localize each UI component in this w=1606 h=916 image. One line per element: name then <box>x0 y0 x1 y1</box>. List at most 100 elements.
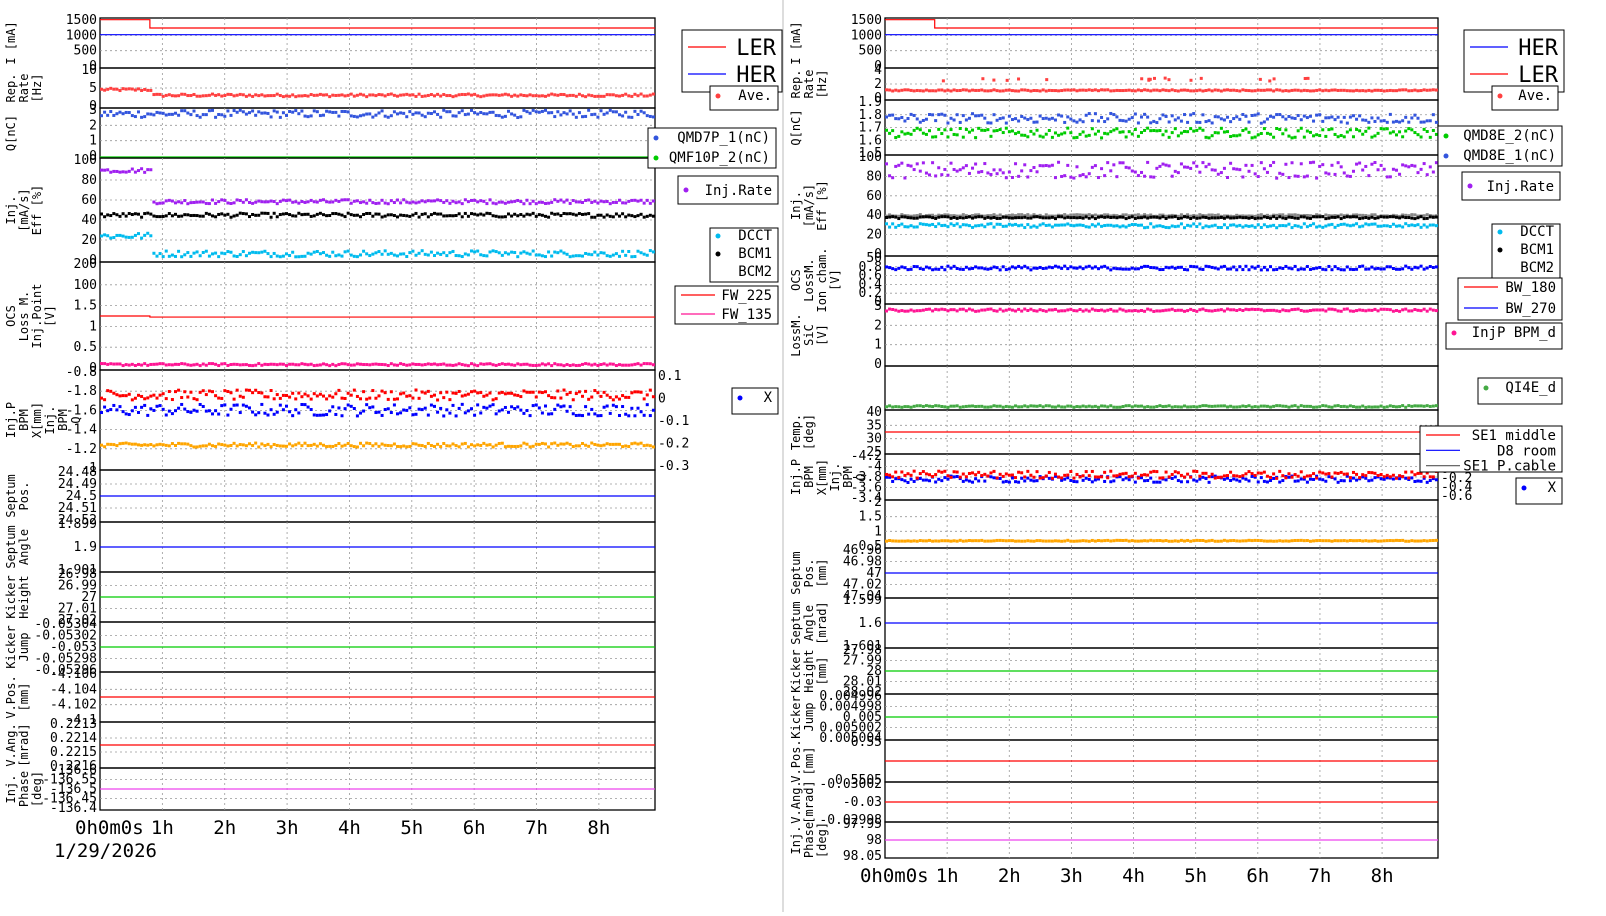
data-point-BCM1 <box>377 212 381 216</box>
data-point-DCCT <box>309 252 313 256</box>
data-point-Q <box>1078 539 1082 543</box>
data-point-InjP BPM_d <box>1229 308 1233 312</box>
data-point-BCM1 <box>1210 216 1214 220</box>
data-point-Q <box>127 442 131 446</box>
data-point-BCM1 <box>894 215 898 219</box>
data-point-X <box>485 406 489 410</box>
data-point-BCM1 <box>937 215 941 219</box>
data-point-Inj.Rate <box>540 200 544 204</box>
data-point-FW_135 <box>195 362 199 366</box>
data-point-Inj.Rate <box>244 198 248 202</box>
data-point-Y <box>921 470 925 474</box>
data-point-DCCT <box>229 250 233 254</box>
data-point-QI4E_d <box>1327 405 1331 409</box>
data-point-Q <box>1265 539 1269 543</box>
data-point-QI4E_d <box>1060 405 1064 409</box>
data-point-Inj.Rate <box>1176 171 1180 175</box>
data-point-X <box>516 405 520 409</box>
data-point-BCM1 <box>485 211 489 215</box>
data-point-QMD8E_2(nC) <box>1001 131 1005 135</box>
data-point-Ave. <box>408 93 412 97</box>
data-point-InjP BPM_d <box>1226 307 1230 311</box>
data-point-BCM1 <box>371 214 375 218</box>
data-point-Q <box>1075 539 1079 543</box>
data-point-Y <box>269 389 273 393</box>
data-point-QI4E_d <box>1038 404 1042 408</box>
data-point-BCM2 <box>934 214 938 218</box>
data-point-Y <box>1361 473 1365 477</box>
y-tick-label: 2 <box>874 495 882 510</box>
data-point-BCM2 <box>1244 214 1248 218</box>
data-point-QMD8E_2(nC) <box>1112 128 1116 132</box>
y-tick-label: 1.9 <box>859 95 882 110</box>
data-point-Y <box>451 391 455 395</box>
data-point-Ave. <box>439 94 443 98</box>
data-point-DCCT <box>405 255 409 259</box>
data-point-InjP BPM_d <box>1256 307 1260 311</box>
data-point-FW_135 <box>479 362 483 366</box>
data-point-X <box>1047 476 1051 480</box>
data-point-QMD7P_1(nC) <box>392 110 396 114</box>
data-point-QMD8E_1(nC) <box>949 116 953 120</box>
data-point-Q <box>1413 539 1417 543</box>
data-point-Inj.Rate <box>312 200 316 204</box>
data-point-Q <box>1176 539 1180 543</box>
data-point-QI4E_d <box>1394 405 1398 409</box>
data-point-Q <box>599 444 603 448</box>
data-point-X <box>229 407 233 411</box>
data-point-QMD7P_1(nC) <box>300 109 304 113</box>
data-point-BW_270 <box>1029 268 1033 272</box>
data-point-QMD8E_2(nC) <box>937 127 941 131</box>
data-point-DCCT <box>167 254 171 258</box>
data-point-QI4E_d <box>1407 404 1411 408</box>
y-tick-label: -4.104 <box>50 682 97 697</box>
data-point-DCCT <box>918 222 922 226</box>
data-point-DCCT <box>1216 225 1220 229</box>
data-point-BCM1 <box>402 213 406 217</box>
data-point-Q <box>1093 539 1097 543</box>
data-point-Q <box>149 443 153 447</box>
x-tick-label: 8h <box>587 817 610 839</box>
data-point-DCCT <box>1431 223 1435 227</box>
data-point-FW_135 <box>374 362 378 366</box>
data-point-QMD8E_1(nC) <box>1023 116 1027 120</box>
data-point-QMD8E_1(nC) <box>894 117 898 121</box>
data-point-BCM1 <box>1364 216 1368 220</box>
data-point-BCM1 <box>127 212 131 216</box>
data-point-BCM2 <box>1124 213 1128 217</box>
data-point-Inj.Rate <box>1093 164 1097 168</box>
data-point-Y <box>550 396 554 400</box>
data-point-QMD8E_2(nC) <box>1136 134 1140 138</box>
data-point-DCCT <box>260 250 264 254</box>
legend-label: Inj.Rate <box>1487 179 1554 195</box>
data-point-QI4E_d <box>992 404 996 408</box>
data-point-QI4E_d <box>1250 405 1254 409</box>
data-point-Q <box>473 444 477 448</box>
y-tick-label: 27.99 <box>843 654 882 669</box>
data-point-QMD7P_1(nC) <box>229 113 233 117</box>
data-point-Ave. <box>1189 78 1193 82</box>
data-point-X <box>1192 478 1196 482</box>
data-point-QI4E_d <box>1063 405 1067 409</box>
data-point-Ave. <box>463 93 467 97</box>
data-point-Y <box>229 391 233 395</box>
data-point-DCCT <box>420 249 424 253</box>
data-point-QI4E_d <box>1318 405 1322 409</box>
data-point-InjP BPM_d <box>1213 308 1217 312</box>
data-point-QMD7P_1(nC) <box>226 109 230 113</box>
data-point-Q <box>1410 539 1414 543</box>
data-point-Y <box>1124 471 1128 475</box>
data-point-X <box>574 413 578 417</box>
data-point-DCCT <box>1057 223 1061 227</box>
data-point-FW_135 <box>244 363 248 367</box>
data-point-Ave. <box>1072 88 1076 92</box>
data-point-BW_270 <box>1103 264 1107 268</box>
data-point-Q <box>155 443 159 447</box>
data-point-BCM2 <box>964 214 968 218</box>
data-point-BCM1 <box>1035 215 1039 219</box>
data-point-BCM1 <box>143 212 147 216</box>
data-point-Q <box>1014 539 1018 543</box>
